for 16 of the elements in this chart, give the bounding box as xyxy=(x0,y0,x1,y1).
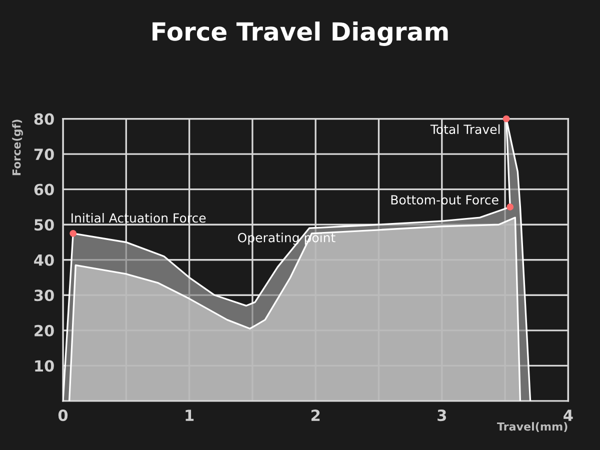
y-tick-label: 50 xyxy=(34,219,54,231)
chart-title: Force Travel Diagram xyxy=(152,22,448,46)
y-tick-label: 60 xyxy=(34,184,54,196)
y-tick-label: 10 xyxy=(35,360,54,372)
y-tick-label: 70 xyxy=(34,148,54,160)
y-axis-title: Force(gf) xyxy=(12,120,23,176)
y-tick-label: 40 xyxy=(34,254,54,266)
x-axis-title: Travel(mm) xyxy=(497,422,568,432)
x-tick-label: 3 xyxy=(438,410,446,422)
y-tick-label: 20 xyxy=(34,324,54,336)
y-tick-label: 30 xyxy=(34,290,54,302)
x-tick-label: 0 xyxy=(58,410,68,422)
x-tick-label: 4 xyxy=(564,410,573,421)
y-tick-label: 80 xyxy=(34,113,54,125)
x-tick-label: 1 xyxy=(186,410,194,421)
x-tick-label: 2 xyxy=(311,410,320,421)
